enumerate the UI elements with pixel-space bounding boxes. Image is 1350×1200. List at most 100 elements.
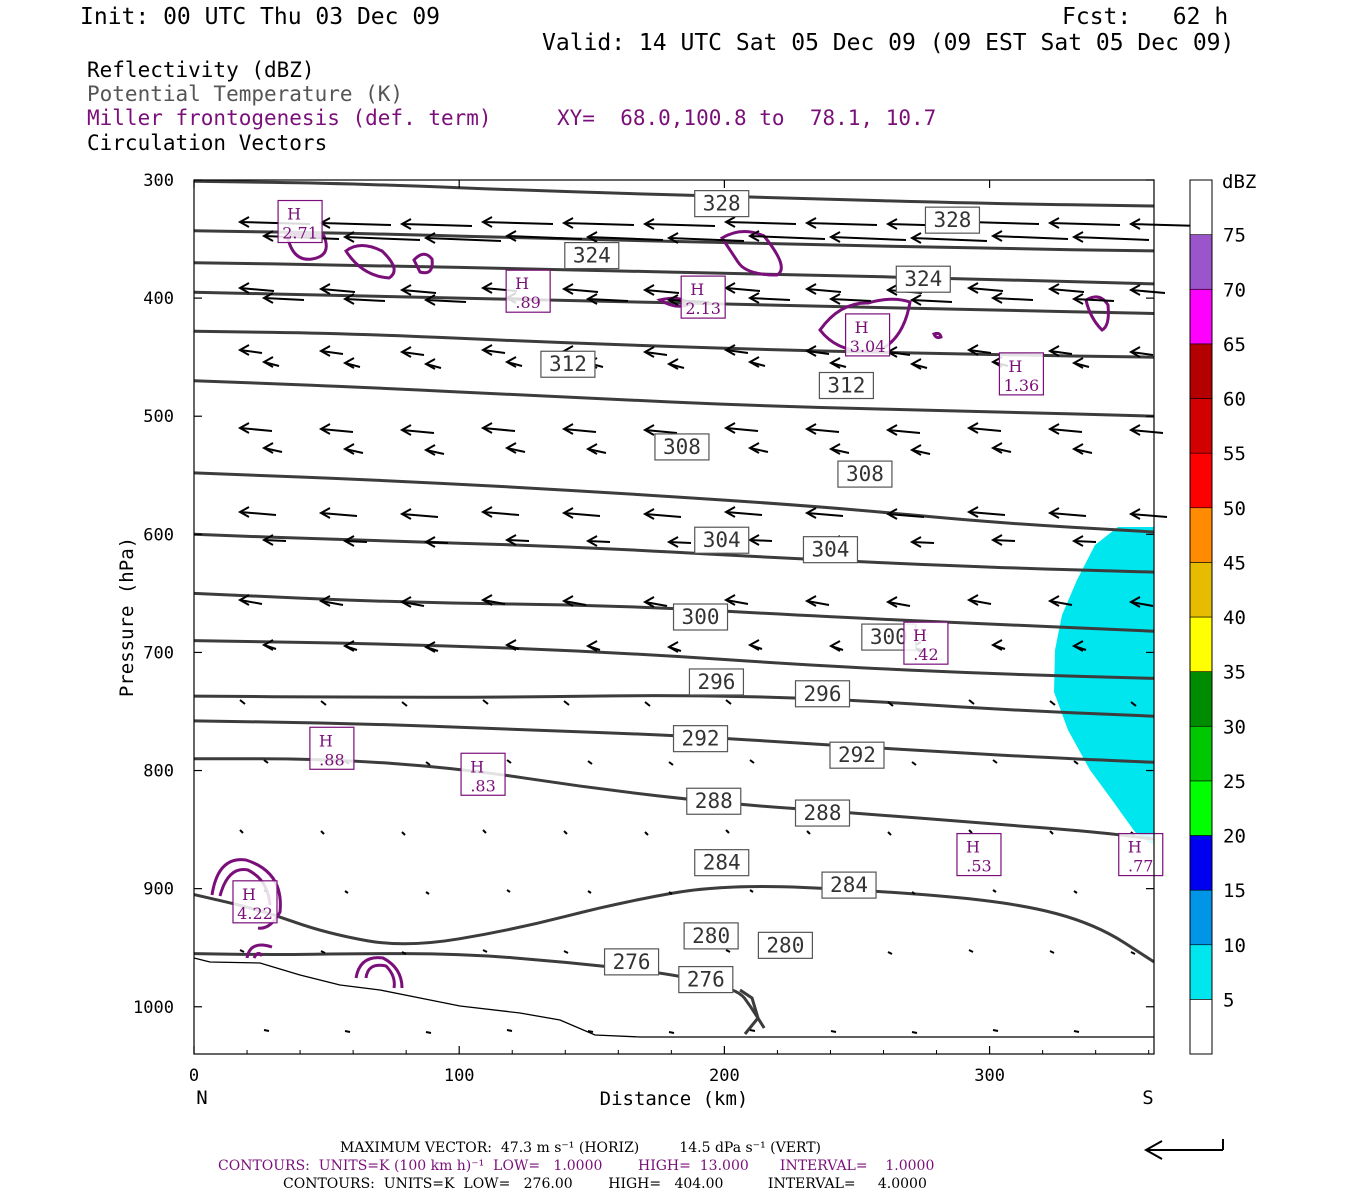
circulation-vector-head <box>1128 218 1141 230</box>
colorbar-segment <box>1189 507 1213 563</box>
y-tick-label: 600 <box>143 525 174 545</box>
theta-label-text: 284 <box>830 873 868 897</box>
circulation-vector <box>911 891 916 895</box>
circulation-vector-head <box>804 283 817 295</box>
circulation-vector <box>644 289 680 294</box>
frontogenesis-contour <box>245 943 273 959</box>
circulation-vector <box>563 700 570 706</box>
circulation-vector <box>725 221 797 225</box>
circulation-vector-head <box>480 344 493 356</box>
colorbar-level-label: 75 <box>1223 225 1246 247</box>
frontogenesis-maximum: H.42 <box>903 621 949 665</box>
terrain-line <box>193 957 1154 1038</box>
axis-ticks: 0 100 200 300 300 400 500 600 700 800 900 1000 <box>133 171 1154 1086</box>
circulation-vector-head <box>261 356 274 368</box>
circulation-vector-head <box>723 506 736 518</box>
theta-label-box <box>654 433 710 461</box>
circulation-vector <box>725 599 749 605</box>
circulation-vector-head <box>1128 346 1141 358</box>
circulation-vector <box>992 1029 999 1032</box>
circulation-vector <box>749 297 791 301</box>
circulation-vector <box>1049 600 1073 606</box>
circulation-vector <box>725 427 759 432</box>
colorbar-level-label: 25 <box>1223 771 1246 793</box>
reflectivity-area-5dbz <box>1054 527 1154 846</box>
maximum-box <box>844 313 891 357</box>
circulation-vector-head <box>966 506 979 518</box>
maximum-box <box>460 752 506 796</box>
circulation-vector-head <box>885 596 898 608</box>
theta-label: 304 <box>802 536 859 564</box>
circulation-vector-head <box>666 536 679 548</box>
circulation-vector <box>344 540 368 543</box>
circulation-vector-head <box>561 507 574 519</box>
circulation-vector-head <box>1071 443 1084 455</box>
circulation-vector <box>968 427 1002 432</box>
theta-label-text: 312 <box>827 374 865 398</box>
theta-label-box <box>895 265 951 293</box>
circulation-vector <box>239 287 275 292</box>
maximum-value-text: .83 <box>470 776 495 795</box>
colorbar-segment <box>1189 398 1213 454</box>
circulation-vector-head <box>1047 423 1060 435</box>
circulation-vector <box>1073 236 1150 241</box>
circulation-vector-head <box>828 231 841 243</box>
circulation-vector <box>482 349 506 354</box>
circulation-vectors-layer <box>237 216 1202 1034</box>
circulation-vector <box>239 949 245 953</box>
y-tick-label: 300 <box>143 171 174 191</box>
theta-label: 296 <box>794 680 851 708</box>
circulation-vector <box>1073 890 1078 894</box>
theta-contour-332 <box>193 179 1155 208</box>
maximum-value-text: 4.22 <box>237 904 273 923</box>
circulation-vector <box>1073 540 1097 543</box>
circulation-vector-head <box>561 595 574 607</box>
circulation-vector <box>320 830 325 835</box>
circulation-vector-head <box>480 422 493 434</box>
circulation-vector-head <box>885 508 898 520</box>
theta-label-box <box>540 350 596 378</box>
theta-label-box <box>821 871 877 899</box>
maximum-h-text: H <box>690 280 704 299</box>
circulation-vector-head <box>828 640 841 652</box>
x-tick-label: 300 <box>974 1066 1005 1086</box>
colorbar-segment <box>1189 343 1213 399</box>
circulation-vector-head <box>399 596 412 608</box>
circulation-vector-head <box>1047 217 1060 229</box>
circulation-vector <box>644 601 668 607</box>
circulation-vector-head <box>723 594 736 606</box>
circulation-vector <box>749 235 826 240</box>
theta-contour-296 <box>193 639 1155 680</box>
theta-label-text: 284 <box>703 851 741 875</box>
circulation-vector <box>668 1031 675 1034</box>
circulation-vector <box>725 699 732 705</box>
circulation-vector <box>644 701 651 707</box>
theta-contour-308 <box>193 471 1155 534</box>
colorbar-segment <box>1189 616 1213 672</box>
frontogenesis-maximum: H2.13 <box>680 275 726 319</box>
theta-label-box <box>686 787 742 815</box>
x-axis-label: Distance (km) <box>600 1088 749 1110</box>
circulation-vector-head <box>909 444 922 456</box>
theta-label: 288 <box>794 799 851 827</box>
circulation-vector <box>506 539 530 542</box>
frontogenesis-maximum: H1.36 <box>998 352 1045 396</box>
theta-label-box <box>829 741 885 769</box>
theta-label-text: 328 <box>703 192 741 216</box>
circulation-vector-head <box>561 217 574 229</box>
field-frontogenesis: Miller frontogenesis (def. term) <box>87 106 492 130</box>
circulation-vector <box>725 349 749 354</box>
theta-label-box <box>688 668 745 696</box>
field-potential-temperature: Potential Temperature (K) <box>87 82 404 106</box>
circulation-vector-head <box>480 282 493 294</box>
circulation-vector <box>587 1030 594 1033</box>
circulation-vector <box>401 223 473 227</box>
circulation-vector <box>992 759 998 764</box>
circulation-vector <box>320 600 344 606</box>
circulation-vector <box>1049 700 1056 706</box>
circulation-vector-head <box>423 232 436 244</box>
circulation-vector-head <box>585 443 598 455</box>
y-tick-label: 1000 <box>133 998 174 1018</box>
circulation-vector <box>587 236 664 241</box>
theta-contour-304 <box>193 532 1155 574</box>
